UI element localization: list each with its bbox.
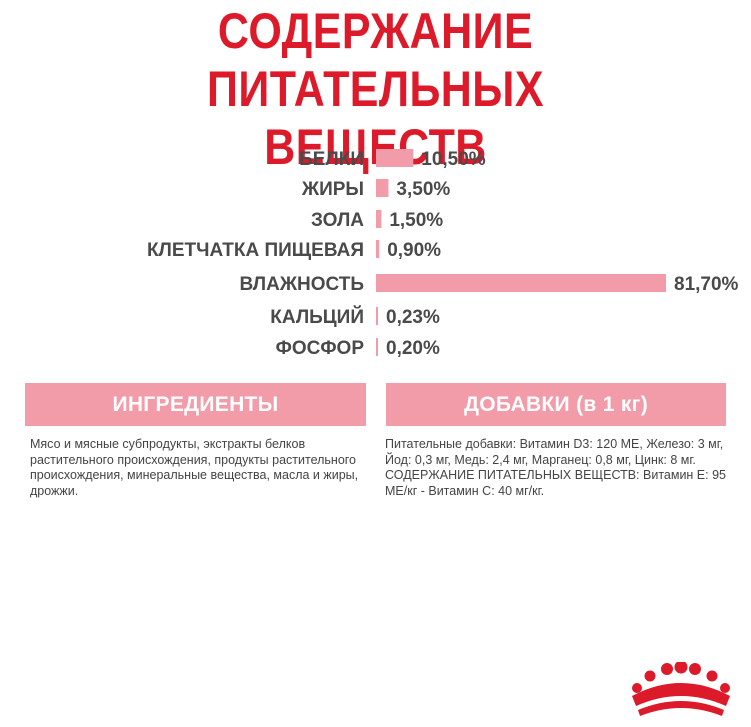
page-title: СОДЕРЖАНИЕ ПИТАТЕЛЬНЫХ ВЕЩЕСТВ bbox=[53, 2, 699, 176]
category-label: БЕЛКИ bbox=[299, 149, 364, 170]
category-label: КЛЕТЧАТКА ПИЩЕВАЯ bbox=[147, 240, 364, 261]
category-label: ЗОЛА bbox=[311, 210, 364, 231]
additives-text: Питательные добавки: Витамин D3: 120 МЕ,… bbox=[385, 437, 726, 498]
nutrient-bar-chart: БЕЛКИ 10,50% ЖИРЫ 3,50% ЗОЛА 1,50% КЛЕТЧАТКА П… bbox=[147, 149, 739, 359]
bar bbox=[376, 240, 380, 258]
category-label: ФОСФОР bbox=[276, 338, 365, 359]
bar bbox=[376, 338, 378, 356]
bar bbox=[376, 179, 389, 197]
bar bbox=[376, 274, 666, 292]
value-label: 10,50% bbox=[421, 149, 486, 170]
bar bbox=[376, 307, 378, 325]
category-label: ВЛАЖНОСТЬ bbox=[240, 274, 364, 295]
value-label: 1,50% bbox=[389, 210, 443, 231]
bar bbox=[376, 210, 382, 228]
crown-icon bbox=[632, 662, 730, 716]
category-label: КАЛЬЦИЙ bbox=[270, 306, 364, 328]
bar bbox=[376, 149, 414, 167]
category-label: ЖИРЫ bbox=[301, 179, 364, 200]
value-label: 0,23% bbox=[386, 307, 440, 328]
value-label: 0,20% bbox=[386, 338, 440, 359]
page-title-line-2: ВЕЩЕСТВ bbox=[264, 119, 487, 175]
ingredients-text: Мясо и мясные субпродукты, экстракты бел… bbox=[30, 437, 359, 498]
value-label: 81,70% bbox=[674, 274, 739, 295]
value-label: 0,90% bbox=[387, 240, 441, 261]
value-label: 3,50% bbox=[396, 179, 450, 200]
ingredients-heading: ИНГРЕДИЕНТЫ bbox=[25, 383, 366, 426]
page-title-line-1: СОДЕРЖАНИЕ ПИТАТЕЛЬНЫХ bbox=[207, 3, 544, 117]
additives-heading: ДОБАВКИ (в 1 кг) bbox=[386, 383, 726, 426]
